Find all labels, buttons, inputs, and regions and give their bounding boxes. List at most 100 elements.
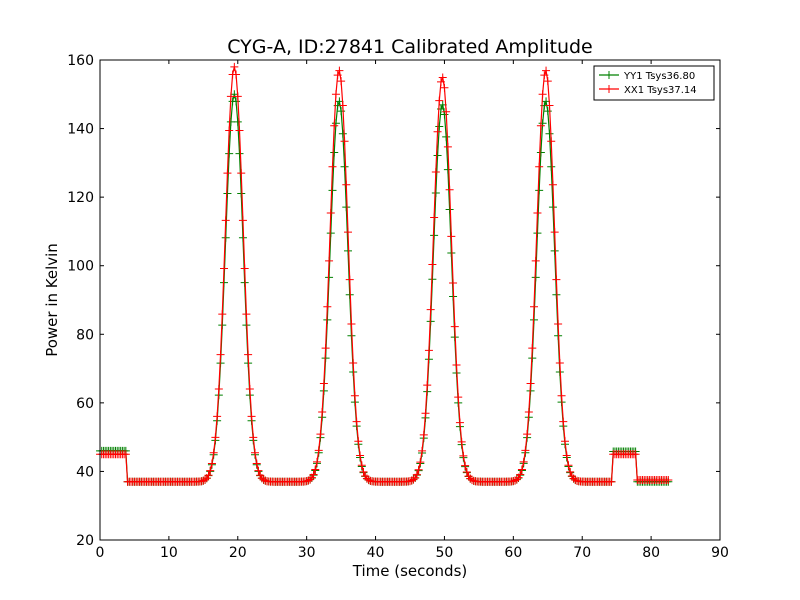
data-point <box>345 275 354 284</box>
data-point <box>221 216 230 225</box>
data-point <box>545 101 554 110</box>
x-tick-label: 40 <box>367 545 385 561</box>
data-point <box>211 433 220 442</box>
data-point <box>251 448 259 457</box>
data-point <box>512 475 521 484</box>
data-point <box>431 167 440 176</box>
data-point <box>314 446 323 455</box>
legend-item: XX1 Tsys37.14 <box>599 85 697 96</box>
chart-title: CYG-A, ID:27841 Calibrated Amplitude <box>227 36 592 58</box>
data-point <box>349 359 358 368</box>
x-tick-label: 0 <box>96 545 105 561</box>
x-tick-label: 70 <box>573 545 591 561</box>
data-point <box>242 310 251 319</box>
data-point <box>548 180 557 189</box>
data-point <box>548 203 557 212</box>
legend: YY1 Tsys36.80 XX1 Tsys37.14 <box>593 65 715 101</box>
data-point <box>433 151 442 160</box>
data-point <box>607 477 616 486</box>
data-point <box>261 476 270 485</box>
y-tick-label: 80 <box>76 327 94 343</box>
data-point <box>536 121 545 130</box>
data-point <box>435 96 444 105</box>
data-point <box>204 471 213 480</box>
x-tick-label: 50 <box>436 545 454 561</box>
data-point <box>309 470 318 479</box>
data-point <box>554 319 563 328</box>
data-point <box>316 430 325 439</box>
data-point <box>550 228 559 237</box>
data-point <box>561 437 569 446</box>
data-point <box>237 169 246 178</box>
data-point <box>318 408 327 417</box>
data-point <box>354 437 363 446</box>
legend-item: YY1 Tsys36.80 <box>599 71 695 82</box>
data-point <box>218 310 227 319</box>
data-point <box>450 322 459 331</box>
data-point <box>557 391 566 400</box>
data-point <box>428 260 437 269</box>
x-tick-label: 60 <box>504 545 522 561</box>
data-point <box>330 121 339 130</box>
data-point <box>252 459 261 468</box>
data-point <box>552 275 561 284</box>
data-point <box>245 384 254 393</box>
data-point <box>564 461 573 470</box>
data-point <box>225 149 234 158</box>
data-point <box>342 203 351 212</box>
data-point <box>333 71 342 80</box>
data-point <box>426 305 435 314</box>
data-point <box>259 475 268 484</box>
data-point <box>238 216 247 225</box>
data-point <box>356 451 365 460</box>
data-point <box>412 470 421 479</box>
data-point <box>335 66 344 75</box>
data-point <box>331 90 340 99</box>
y-tick-label: 100 <box>67 259 94 275</box>
data-point <box>540 71 549 80</box>
data-point <box>357 461 366 470</box>
data-point <box>232 97 241 106</box>
data-point <box>249 433 258 442</box>
data-point <box>326 209 335 218</box>
legend-marker <box>605 71 613 79</box>
data-point <box>216 350 225 359</box>
data-point <box>311 465 320 474</box>
data-point <box>254 466 263 475</box>
data-point <box>313 457 321 466</box>
data-point <box>543 107 552 116</box>
data-point <box>442 132 451 141</box>
data-point <box>225 126 234 135</box>
data-point <box>543 77 552 86</box>
data-point <box>455 418 464 427</box>
data-point <box>452 361 461 370</box>
data-point <box>350 391 359 400</box>
data-point <box>424 346 433 355</box>
data-point <box>338 129 347 138</box>
data-point <box>235 126 244 135</box>
data-point <box>323 302 332 311</box>
x-tick-label: 30 <box>298 545 316 561</box>
data-point <box>244 350 253 359</box>
data-point <box>321 344 330 353</box>
data-point <box>509 477 518 486</box>
data-point <box>209 448 218 457</box>
data-point <box>555 359 564 368</box>
data-point <box>213 412 222 421</box>
data-point <box>535 162 544 171</box>
data-point <box>536 148 545 157</box>
data-point <box>538 90 547 99</box>
y-tick-label: 60 <box>76 396 94 412</box>
data-point <box>447 232 456 241</box>
data-point <box>516 470 525 479</box>
data-point <box>526 379 535 388</box>
data-point <box>364 475 373 484</box>
data-point <box>340 137 349 146</box>
data-point <box>440 83 449 92</box>
data-point <box>443 142 452 151</box>
data-point <box>468 476 476 485</box>
data-point <box>419 430 428 439</box>
data-point <box>437 77 445 86</box>
data-point <box>519 457 528 466</box>
data-point <box>547 137 556 146</box>
